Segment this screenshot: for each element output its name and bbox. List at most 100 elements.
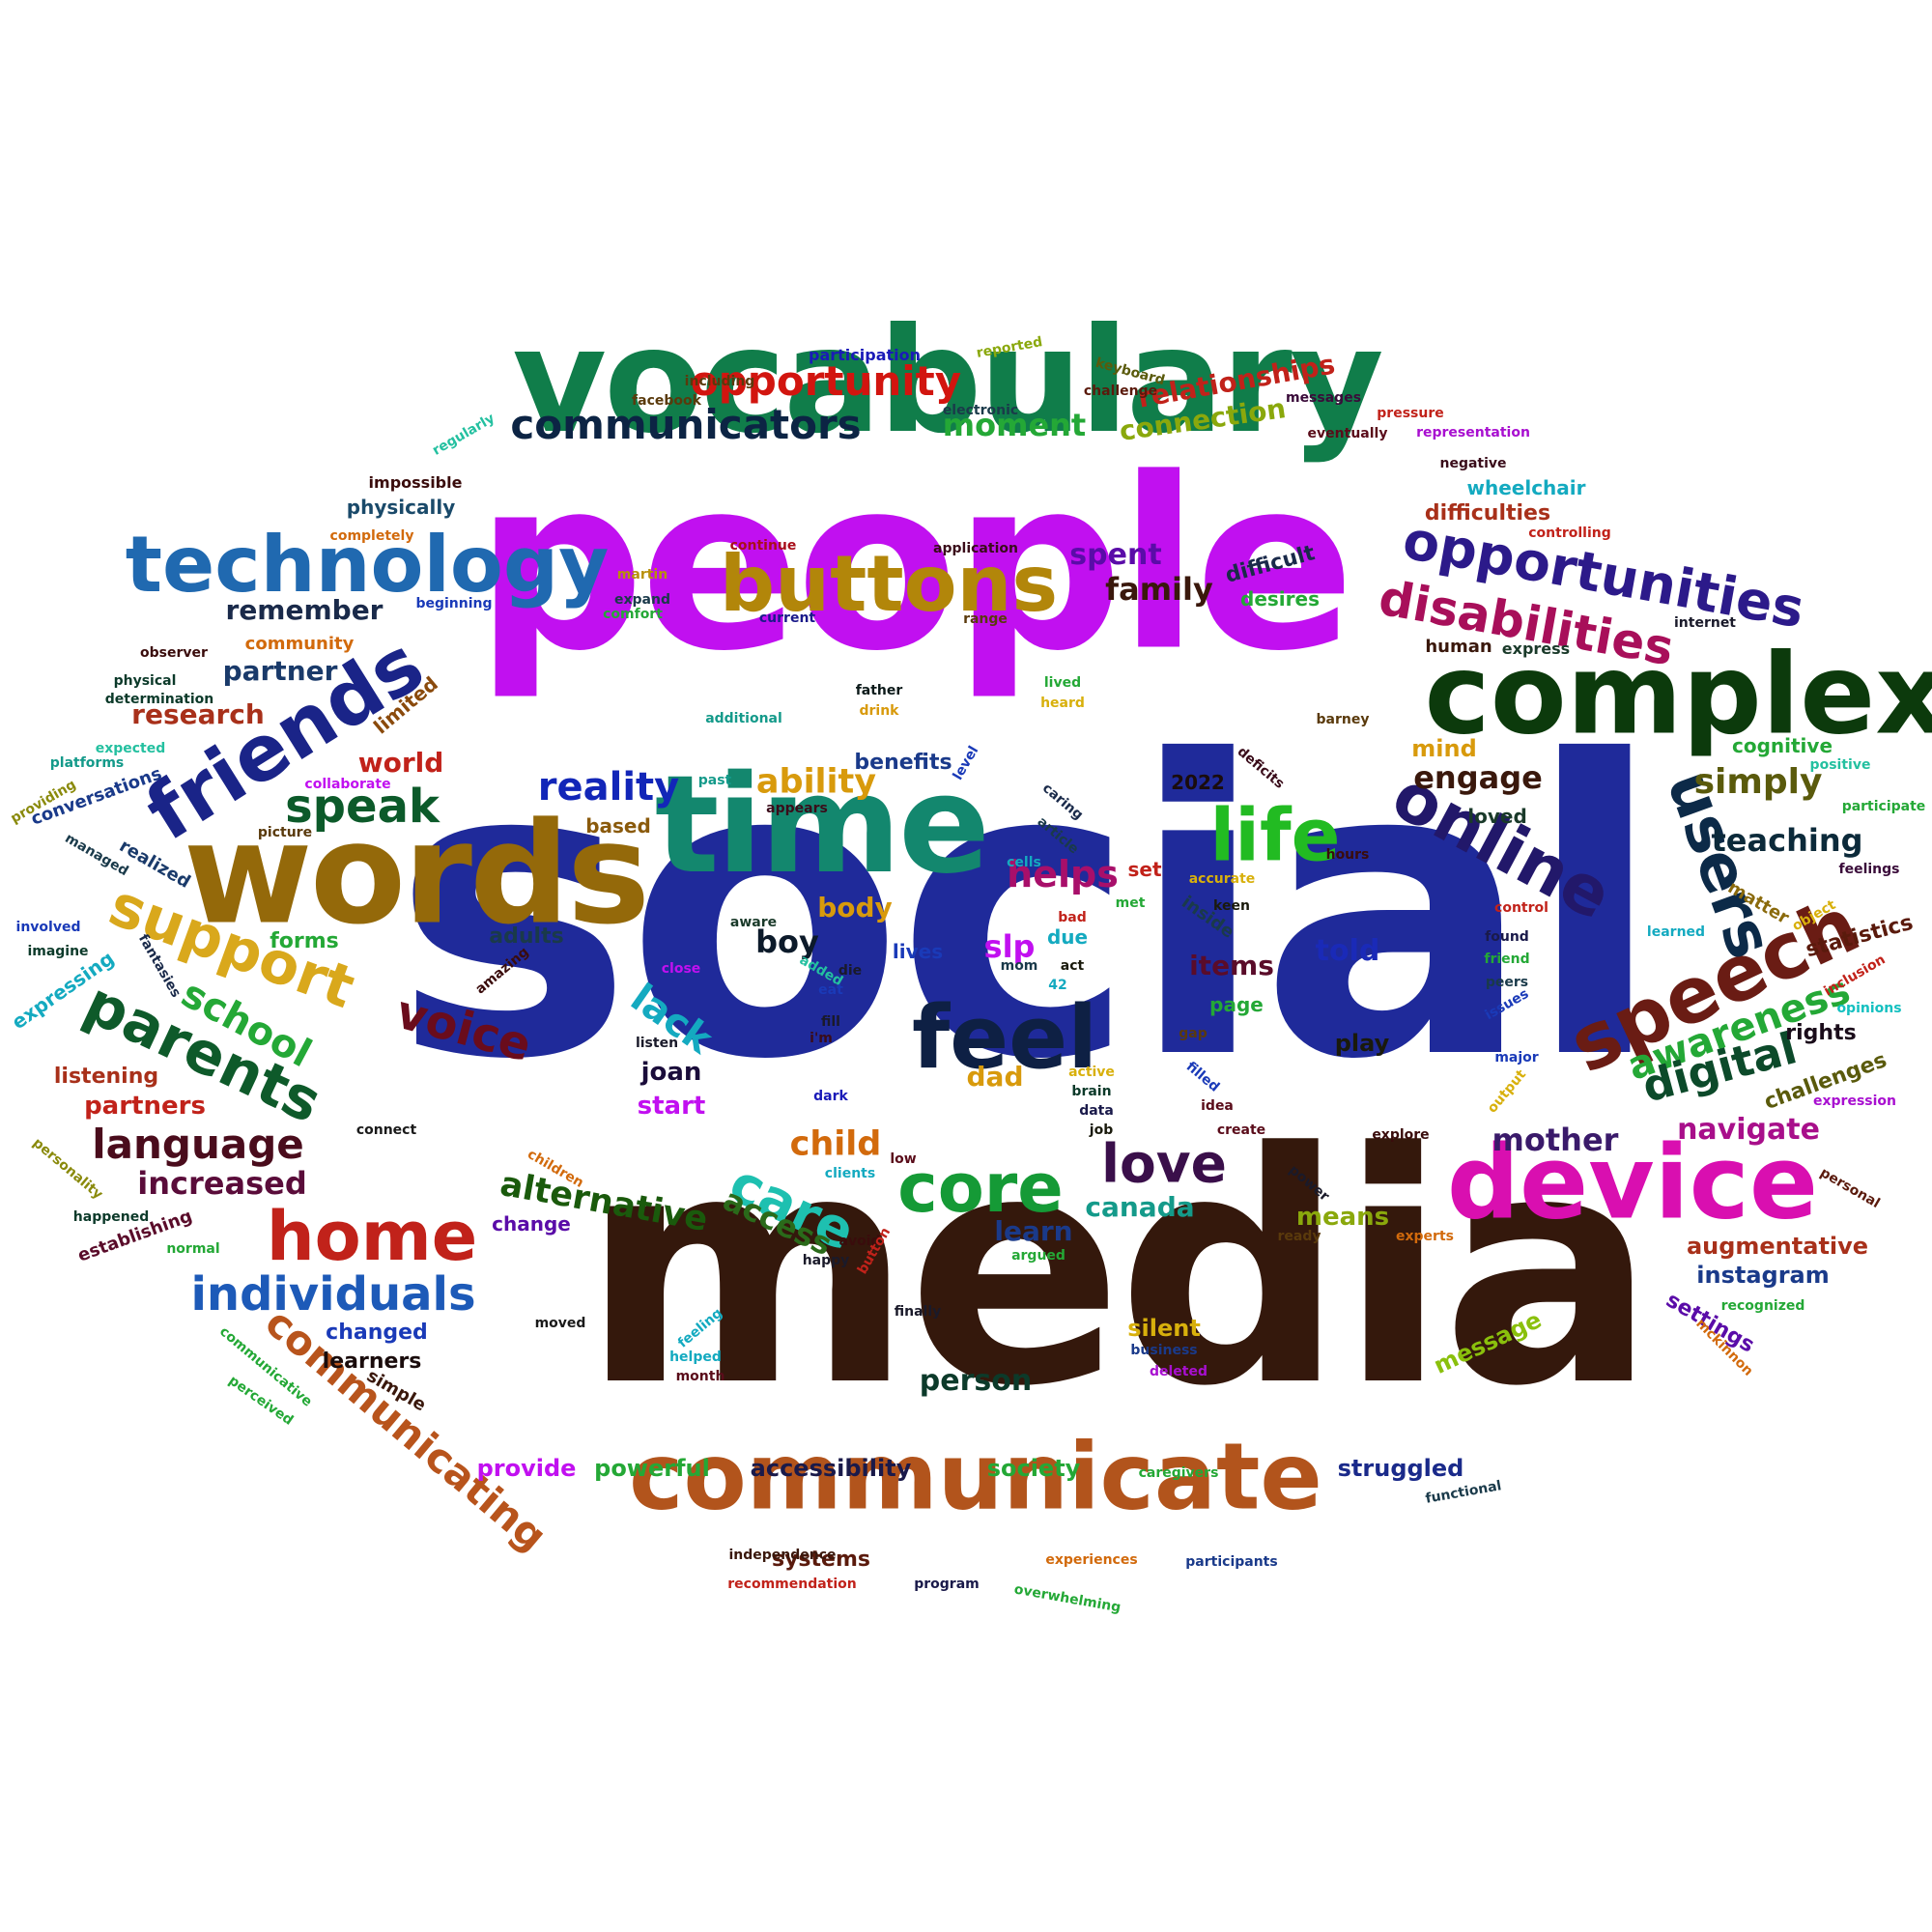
word-accessibility: accessibility: [750, 1455, 912, 1482]
word-slp: slp: [983, 928, 1036, 965]
word-participation: participation: [808, 346, 922, 364]
word-learned: learned: [1646, 924, 1706, 940]
word-completely: completely: [329, 528, 414, 544]
word-struggled: struggled: [1337, 1455, 1464, 1482]
word-found: found: [1485, 929, 1529, 945]
word-month: month: [675, 1369, 725, 1384]
word-pressure: pressure: [1377, 406, 1444, 421]
word-functional: functional: [1424, 1478, 1503, 1507]
word-desires: desires: [1240, 587, 1320, 611]
word-explore: explore: [1372, 1127, 1430, 1143]
word-physically: physically: [346, 496, 456, 519]
word-device: device: [1446, 1123, 1819, 1242]
word-cognitive: cognitive: [1731, 734, 1833, 757]
word-negative: negative: [1439, 456, 1507, 471]
word-observer: observer: [140, 645, 208, 661]
word-means: means: [1295, 1203, 1390, 1232]
word-technology: technology: [125, 520, 610, 610]
word-control: control: [1494, 900, 1548, 916]
word-collaborate: collaborate: [304, 777, 391, 792]
word-data: data: [1079, 1103, 1114, 1119]
word-bad: bad: [1058, 910, 1087, 925]
word-remember: remember: [225, 594, 384, 626]
word-appears: appears: [766, 801, 828, 816]
word-feel: feel: [911, 987, 1098, 1089]
word-idea: idea: [1201, 1098, 1234, 1114]
word-electronic: electronic: [942, 403, 1019, 418]
word-mind: mind: [1411, 735, 1477, 762]
word-life: life: [1209, 792, 1341, 878]
word-communicators: communicators: [510, 401, 862, 448]
word-connect: connect: [355, 1122, 417, 1138]
word-normal: normal: [166, 1241, 220, 1257]
word-society: society: [986, 1455, 1081, 1482]
word-spent: spent: [1069, 538, 1162, 572]
word-experts: experts: [1396, 1229, 1454, 1244]
word-changed: changed: [326, 1321, 428, 1345]
word-systems: systems: [772, 1548, 870, 1572]
word-teaching: teaching: [1711, 822, 1863, 859]
word-listening: listening: [53, 1065, 159, 1089]
word-challenge: challenge: [1083, 384, 1158, 399]
word-people: people: [475, 427, 1355, 703]
word-program: program: [914, 1577, 980, 1592]
word-happy: happy: [802, 1253, 850, 1268]
word-gap: gap: [1179, 1026, 1208, 1041]
word-overwhelming: overwhelming: [1012, 1581, 1122, 1616]
word-moment: moment: [942, 407, 1087, 443]
word-2022: 2022: [1171, 771, 1225, 794]
word-lives: lives: [892, 940, 944, 963]
word-drink: drink: [859, 703, 899, 719]
word-provide: provide: [476, 1455, 577, 1482]
word-business: business: [1130, 1343, 1198, 1358]
word-difficulties: difficulties: [1424, 501, 1551, 526]
word-based: based: [585, 814, 651, 838]
word-child: child: [789, 1124, 882, 1164]
word-fill: fill: [821, 1014, 840, 1030]
word-listen: listen: [635, 1036, 679, 1051]
word-learn: learn: [994, 1215, 1073, 1247]
word-page: page: [1209, 993, 1264, 1016]
word-argued: argued: [1011, 1248, 1065, 1264]
word-simply: simply: [1693, 762, 1823, 802]
word-opportunity: opportunity: [690, 357, 962, 405]
word-messages: messages: [1285, 390, 1362, 406]
word-language: language: [92, 1121, 304, 1168]
word-active: active: [1068, 1065, 1115, 1080]
word-moved: moved: [534, 1316, 586, 1331]
word-accurate: accurate: [1188, 871, 1256, 887]
word-augmentative: augmentative: [1686, 1233, 1869, 1260]
word-happened: happened: [72, 1209, 150, 1225]
word-adults: adults: [489, 924, 564, 949]
word-social: social: [391, 676, 1664, 1149]
word-father: father: [855, 683, 903, 698]
word-peers: peers: [1485, 975, 1529, 990]
word-physical: physical: [113, 673, 177, 689]
word-recognized: recognized: [1720, 1298, 1805, 1314]
word-forms: forms: [270, 929, 339, 953]
word-wheelchair: wheelchair: [1466, 476, 1586, 499]
word-continue: continue: [729, 538, 797, 554]
word-low: low: [890, 1151, 917, 1167]
word-additional: additional: [705, 711, 782, 726]
word-independence: independence: [728, 1548, 837, 1563]
word-instagram: instagram: [1696, 1262, 1830, 1289]
word-opinions: opinions: [1836, 1001, 1902, 1016]
word-recommendation: recommendation: [727, 1577, 857, 1592]
word-major: major: [1494, 1050, 1539, 1065]
word-personal: personal: [1817, 1164, 1883, 1212]
word-imagine: imagine: [27, 944, 89, 959]
word-core: core: [897, 1149, 1064, 1228]
word-engage: engage: [1413, 759, 1543, 796]
word-clients: clients: [824, 1166, 876, 1181]
word-buttons: buttons: [719, 539, 1059, 629]
word-media: media: [581, 1085, 1657, 1456]
word-play: play: [1334, 1030, 1390, 1057]
word-change: change: [492, 1212, 571, 1236]
word-time: time: [654, 747, 990, 904]
word-boy: boy: [755, 923, 819, 960]
word-human: human: [1425, 637, 1492, 657]
word-express: express: [1501, 639, 1571, 658]
word-representation: representation: [1416, 425, 1530, 440]
word-finally: finally: [894, 1304, 942, 1320]
